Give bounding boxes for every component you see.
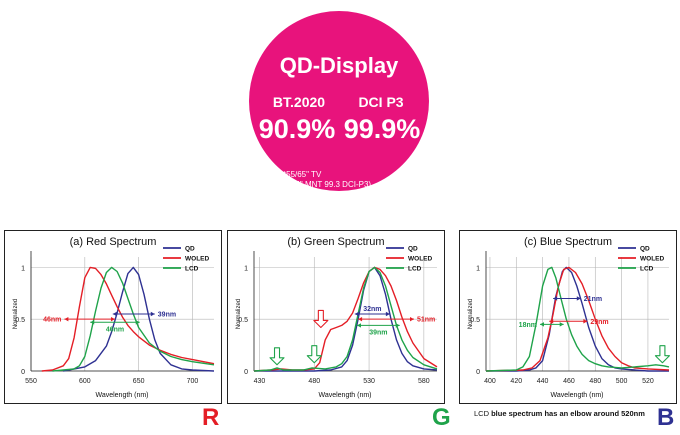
fwhm-label: 51nm bbox=[417, 317, 435, 324]
blue-corner-letter: B bbox=[657, 404, 675, 431]
y-tick-label: 1 bbox=[21, 265, 25, 272]
legend-label-qd: QD bbox=[185, 246, 195, 253]
fwhm-arrowhead bbox=[112, 311, 117, 317]
callout-arrow-icon bbox=[269, 347, 285, 366]
y-axis-label: Normalized bbox=[236, 299, 242, 329]
x-tick-label: 520 bbox=[642, 378, 654, 385]
y-tick-label: 0 bbox=[476, 369, 480, 376]
fwhm-arrowhead bbox=[358, 316, 363, 322]
chart-title: (a) Red Spectrum bbox=[70, 236, 157, 248]
footnote-prefix: LCD bbox=[474, 409, 492, 418]
legend-label-qd: QD bbox=[408, 246, 418, 253]
x-tick-label: 580 bbox=[418, 378, 430, 385]
badge-std1-label: BT.2020 bbox=[272, 94, 326, 110]
x-axis-label: Wavelength (nm) bbox=[318, 392, 371, 399]
legend-label-woled: WOLED bbox=[185, 256, 209, 263]
x-tick-label: 440 bbox=[537, 378, 549, 385]
legend-label-lcd: LCD bbox=[185, 266, 199, 273]
green-corner-letter: G bbox=[432, 404, 451, 431]
legend-label-lcd: LCD bbox=[640, 266, 654, 273]
legend-label-woled: WOLED bbox=[408, 256, 432, 263]
badge-title: QD-Display bbox=[279, 53, 399, 78]
fwhm-arrowhead bbox=[354, 311, 359, 317]
footnote-emphasis: blue spectrum has an elbow around 520nm bbox=[491, 409, 645, 418]
fwhm-label: 46nm bbox=[106, 326, 124, 333]
x-tick-label: 480 bbox=[589, 378, 601, 385]
badge-note-tv: *55/65" TV bbox=[283, 170, 322, 179]
red-spectrum-chart: (a) Red Spectrum 550 600 650 700 0 0.5 1 Wavelen… bbox=[4, 230, 222, 404]
blue-spectrum-chart: (c) Blue Spectrum 400 420 440 460 480 500 520 0 0… bbox=[459, 230, 677, 404]
red-spectrum-svg: (a) Red Spectrum 550 600 650 700 0 0.5 1 Wavelen… bbox=[13, 236, 215, 399]
x-axis-label: Wavelength (nm) bbox=[550, 392, 603, 399]
series-line-qd bbox=[63, 266, 215, 372]
fwhm-arrowhead bbox=[64, 316, 69, 322]
x-tick-label: 420 bbox=[510, 378, 522, 385]
chart-title: (c) Blue Spectrum bbox=[524, 236, 612, 248]
y-axis-label: Normalized bbox=[13, 299, 19, 329]
series-line-lcd bbox=[485, 266, 670, 372]
y-axis-label: Normalized bbox=[468, 299, 474, 329]
y-tick-label: 0.5 bbox=[238, 317, 248, 324]
badge-std2-value: 99.9% bbox=[343, 114, 421, 144]
fwhm-arrowhead bbox=[559, 322, 564, 327]
x-tick-label: 650 bbox=[133, 378, 145, 385]
badge-std2-label: DCI P3 bbox=[358, 94, 404, 110]
fwhm-arrowhead bbox=[357, 323, 362, 328]
legend-label-lcd: LCD bbox=[408, 266, 422, 273]
fwhm-arrowhead bbox=[583, 319, 588, 324]
x-tick-label: 530 bbox=[363, 378, 375, 385]
callout-arrow-icon bbox=[654, 345, 670, 364]
green-spectrum-chart: (b) Green Spectrum 430 480 530 580 0 0.5 1 Wavel… bbox=[227, 230, 445, 404]
fwhm-arrowhead bbox=[539, 322, 544, 327]
fwhm-label: 32nm bbox=[363, 306, 381, 313]
y-tick-label: 1 bbox=[476, 265, 480, 272]
series-line-woled bbox=[41, 266, 215, 372]
legend-label-qd: QD bbox=[640, 246, 650, 253]
fwhm-label: 46nm bbox=[43, 317, 61, 324]
blue-spectrum-svg: (c) Blue Spectrum 400 420 440 460 480 500 520 0 0… bbox=[468, 236, 670, 399]
fwhm-arrowhead bbox=[409, 316, 414, 322]
x-tick-label: 550 bbox=[25, 378, 37, 385]
x-tick-label: 460 bbox=[563, 378, 575, 385]
x-tick-label: 430 bbox=[254, 378, 266, 385]
fwhm-arrowhead bbox=[553, 296, 558, 301]
x-tick-label: 400 bbox=[484, 378, 496, 385]
red-corner-letter: R bbox=[202, 404, 220, 431]
fwhm-label: 39nm bbox=[369, 329, 387, 336]
callout-arrow-icon bbox=[306, 345, 322, 364]
legend-label-woled: WOLED bbox=[640, 256, 664, 263]
fwhm-arrowhead bbox=[110, 316, 115, 322]
y-tick-label: 0.5 bbox=[15, 317, 25, 324]
badge-std1-value: 90.9% bbox=[258, 114, 336, 144]
fwhm-arrowhead bbox=[576, 296, 581, 301]
x-tick-label: 700 bbox=[187, 378, 199, 385]
fwhm-label: 39nm bbox=[158, 312, 176, 319]
callout-arrow-icon bbox=[313, 309, 329, 329]
green-spectrum-svg: (b) Green Spectrum 430 480 530 580 0 0.5 1 Wavel… bbox=[236, 236, 438, 399]
y-tick-label: 0.5 bbox=[470, 317, 480, 324]
badge-note-monitor: (* 34" MNT 99.3 DCI-P3) bbox=[283, 180, 372, 189]
fwhm-arrowhead bbox=[150, 311, 155, 317]
chart-title: (b) Green Spectrum bbox=[287, 236, 384, 248]
series-line-qd bbox=[486, 266, 669, 372]
x-tick-label: 500 bbox=[616, 378, 628, 385]
fwhm-arrowhead bbox=[90, 320, 95, 325]
fwhm-label: 18nm bbox=[519, 322, 537, 329]
fwhm-arrowhead bbox=[549, 319, 554, 324]
y-tick-label: 0 bbox=[21, 369, 25, 376]
qd-display-badge: QD-Display BT.2020 DCI P3 90.9% 99.9% *5… bbox=[249, 11, 429, 191]
fwhm-arrowhead bbox=[135, 320, 140, 325]
lcd-elbow-footnote: LCD blue spectrum has an elbow around 52… bbox=[474, 409, 645, 418]
y-tick-label: 1 bbox=[244, 265, 248, 272]
fwhm-label: 29nm bbox=[590, 319, 608, 326]
fwhm-arrowhead bbox=[395, 323, 400, 328]
fwhm-arrowhead bbox=[385, 311, 390, 317]
fwhm-label: 21nm bbox=[584, 296, 602, 303]
y-tick-label: 0 bbox=[244, 369, 248, 376]
x-axis-label: Wavelength (nm) bbox=[95, 392, 148, 399]
x-tick-label: 480 bbox=[308, 378, 320, 385]
series-line-woled bbox=[485, 266, 670, 372]
series-line-lcd bbox=[52, 266, 215, 372]
x-tick-label: 600 bbox=[79, 378, 91, 385]
